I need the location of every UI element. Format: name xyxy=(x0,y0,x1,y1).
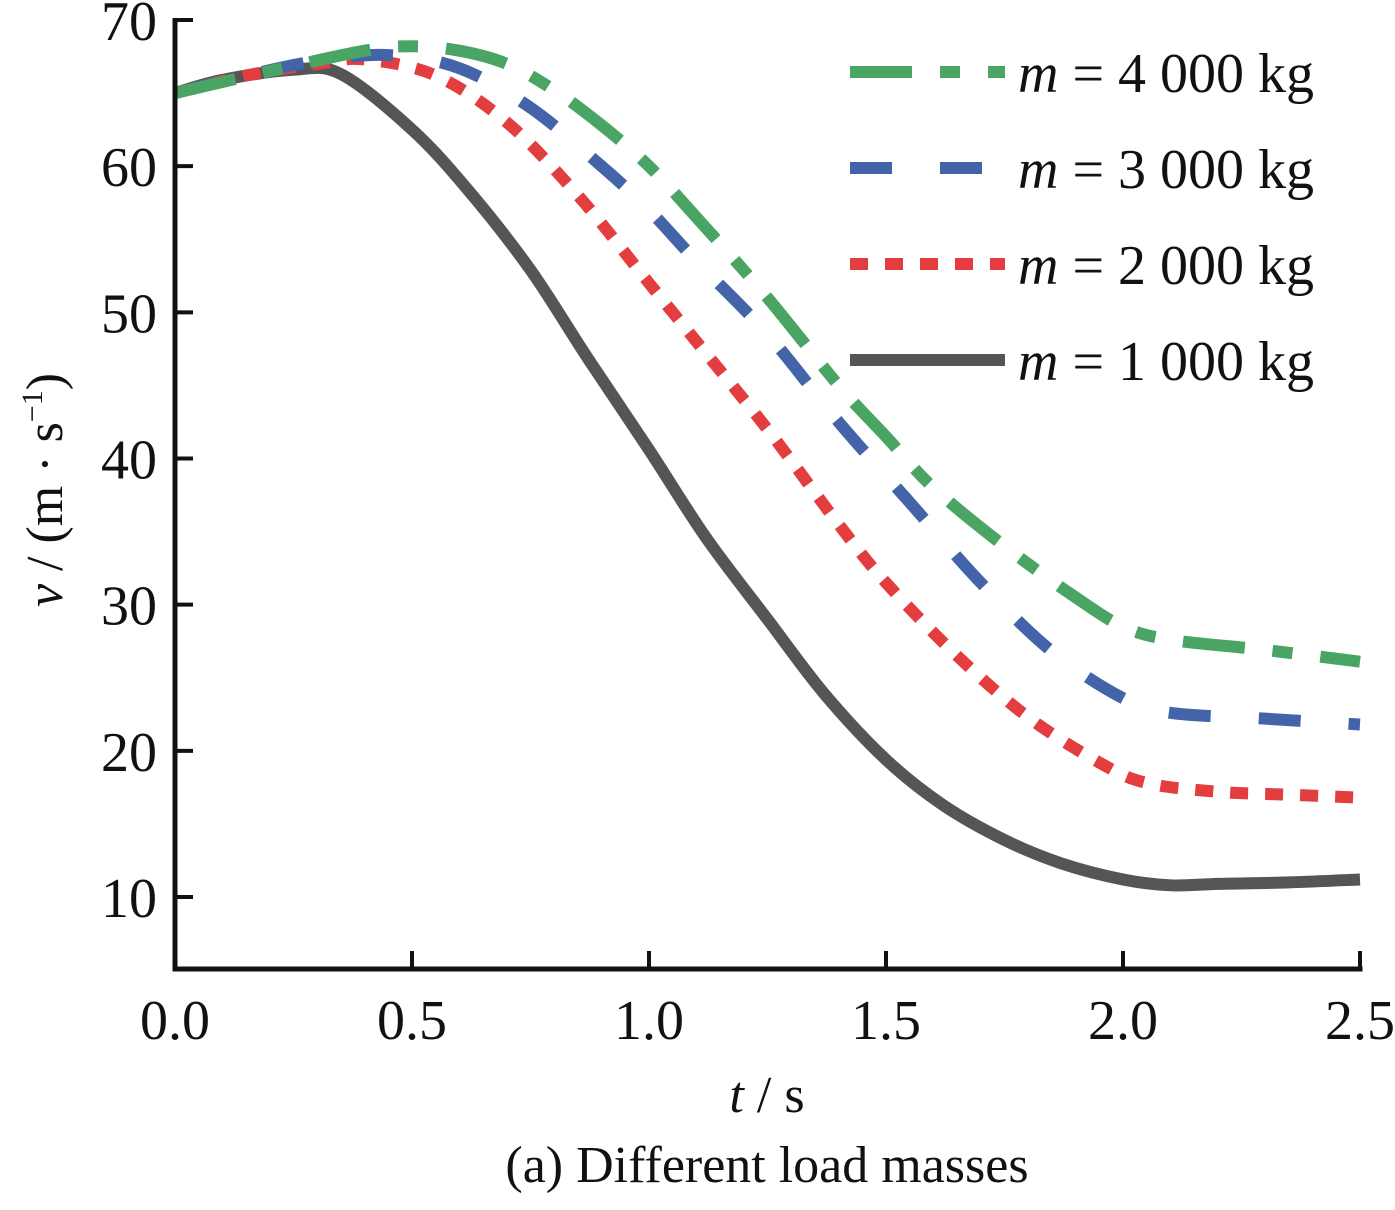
y-axis-close-paren: ) xyxy=(17,373,74,390)
x-tick-label: 2.5 xyxy=(1325,990,1395,1052)
legend-item-3000kg: m = 3 000 kg xyxy=(850,139,1314,201)
y-tick-label: 70 xyxy=(101,0,157,53)
legend-label: m = 2 000 kg xyxy=(1018,235,1314,297)
legend-value: = 3 000 kg xyxy=(1058,139,1314,201)
legend-var: m xyxy=(1018,235,1058,297)
y-tick-label: 60 xyxy=(101,137,157,199)
legend-value: = 4 000 kg xyxy=(1058,43,1314,105)
x-tick-label: 1.5 xyxy=(851,990,921,1052)
figure-caption: (a) Different load masses xyxy=(505,1137,1028,1194)
legend-item-1000kg: m = 1 000 kg xyxy=(850,331,1314,393)
y-tick-label: 50 xyxy=(101,283,157,345)
y-ticks: 10 20 30 40 50 60 70 xyxy=(101,0,193,930)
x-axis-var: t xyxy=(729,1067,745,1124)
y-axis-title: v / (m · s−1) xyxy=(16,373,74,607)
y-tick-label: 30 xyxy=(101,576,157,638)
series-line-4000kg xyxy=(173,40,1361,668)
legend-label: m = 1 000 kg xyxy=(1018,331,1314,393)
y-tick-label: 40 xyxy=(101,430,157,492)
legend-value: = 1 000 kg xyxy=(1058,331,1314,393)
x-tick-label: 2.0 xyxy=(1088,990,1158,1052)
axes: 10 20 30 40 50 60 70 0.0 0.5 1.0 1.5 2.0 2.5 xyxy=(101,0,1395,1052)
legend: m = 4 000 kgm = 3 000 kgm = 2 000 kgm = … xyxy=(850,43,1314,393)
legend-item-4000kg: m = 4 000 kg xyxy=(850,43,1314,105)
legend-var: m xyxy=(1018,43,1058,105)
legend-label: m = 4 000 kg xyxy=(1018,43,1314,105)
y-tick-label: 20 xyxy=(101,722,157,784)
legend-label: m = 3 000 kg xyxy=(1018,139,1314,201)
series-line-1000kg xyxy=(173,61,1361,892)
y-tick-label: 10 xyxy=(101,868,157,930)
plot-lines xyxy=(173,40,1361,892)
x-tick-label: 0.0 xyxy=(140,990,210,1052)
x-axis-unit: / s xyxy=(744,1067,805,1124)
y-axis-var: v xyxy=(17,583,74,607)
legend-var: m xyxy=(1018,139,1058,201)
legend-var: m xyxy=(1018,331,1058,393)
y-axis-unit: / (m · s xyxy=(17,422,74,584)
x-tick-label: 1.0 xyxy=(614,990,684,1052)
legend-value: = 2 000 kg xyxy=(1058,235,1314,297)
x-ticks: 0.0 0.5 1.0 1.5 2.0 2.5 xyxy=(140,951,1395,1052)
x-tick-label: 0.5 xyxy=(377,990,447,1052)
legend-item-2000kg: m = 2 000 kg xyxy=(850,235,1314,297)
series-line-3000kg xyxy=(173,48,1361,731)
series-line-2000kg xyxy=(173,52,1361,804)
x-axis-title: t / s xyxy=(729,1067,804,1124)
y-axis-unit-exponent: −1 xyxy=(16,390,49,422)
